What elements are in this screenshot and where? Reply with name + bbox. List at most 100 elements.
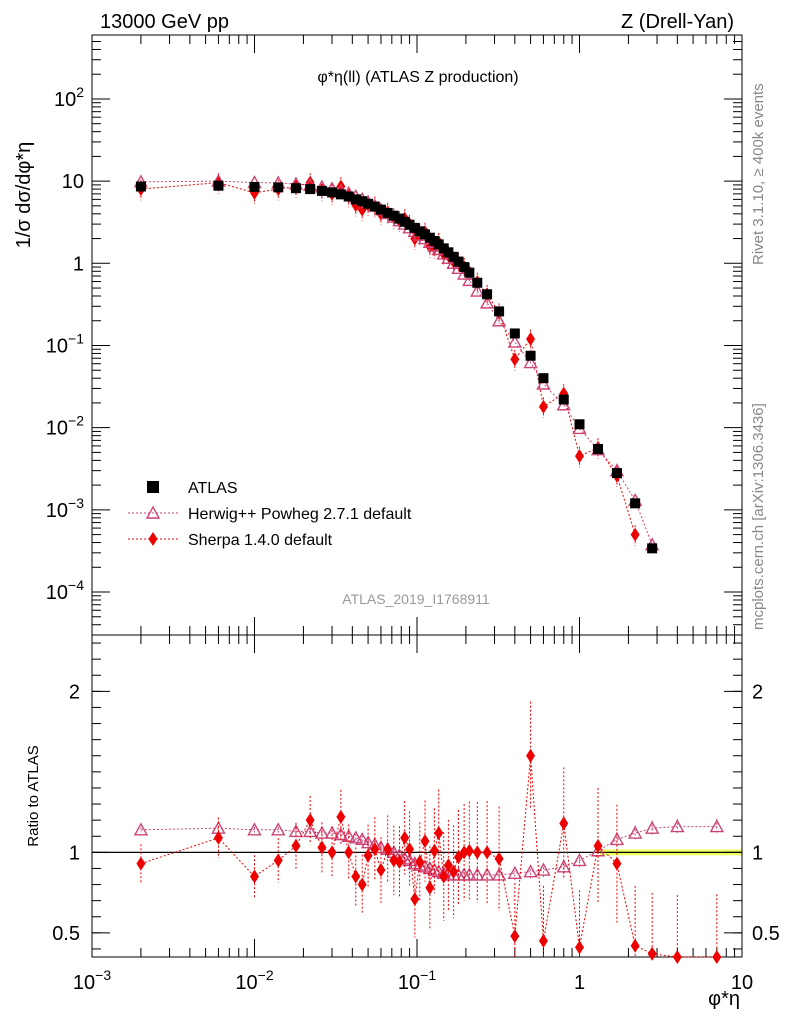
sherpa-ratio-point bbox=[538, 933, 548, 948]
sherpa-ratio-line bbox=[140, 755, 717, 958]
sherpa-ratio-point bbox=[443, 858, 453, 873]
atlas-point bbox=[482, 289, 493, 300]
herwig-ratio-point bbox=[133, 822, 149, 836]
herwig-point bbox=[491, 313, 507, 327]
ratio-y-tick-label: 2 bbox=[69, 681, 80, 703]
atlas-point bbox=[357, 196, 368, 207]
sherpa-ratio-point bbox=[510, 929, 520, 944]
legend-label: Herwig++ Powheg 2.7.1 default bbox=[188, 506, 412, 523]
herwig-ratio-point bbox=[590, 843, 606, 857]
sherpa-ratio-point bbox=[526, 748, 536, 763]
sherpa-ratio-point bbox=[317, 840, 327, 855]
herwig-ratio-point bbox=[355, 832, 370, 846]
atlas-point bbox=[464, 267, 475, 278]
atlas-point bbox=[433, 239, 444, 250]
sherpa-ratio-point bbox=[389, 853, 399, 868]
sherpa-ratio-point bbox=[449, 864, 459, 879]
sherpa-ratio-point bbox=[344, 845, 354, 860]
atlas-point bbox=[369, 201, 380, 212]
sherpa-ratio-series bbox=[136, 701, 722, 964]
atlas-point bbox=[611, 468, 622, 479]
ratio-axes: 10−3 10−2 10−1 1 10 0.5 0.5 1 1 2 2 bbox=[52, 635, 780, 994]
atlas-point bbox=[472, 277, 483, 288]
sherpa-ratio-point bbox=[434, 826, 444, 841]
atlas-point bbox=[443, 247, 454, 258]
sherpa-ratio-point bbox=[429, 843, 439, 858]
atlas-point bbox=[305, 184, 316, 195]
herwig-point bbox=[523, 355, 538, 369]
sherpa-ratio-point bbox=[400, 830, 410, 845]
legend-label: Sherpa 1.4.0 default bbox=[188, 532, 333, 549]
legend-label: ATLAS bbox=[188, 480, 238, 497]
sherpa-ratio-point bbox=[593, 838, 603, 853]
sherpa-ratio-point bbox=[213, 830, 223, 845]
atlas-point bbox=[404, 219, 415, 230]
sherpa-ratio-point bbox=[250, 869, 259, 884]
process-label: Z (Drell-Yan) bbox=[621, 11, 734, 33]
ratio-frame bbox=[91, 634, 743, 958]
atlas-point bbox=[538, 373, 549, 384]
sherpa-ratio-point bbox=[363, 848, 373, 863]
sherpa-ratio-point bbox=[357, 877, 367, 892]
sherpa-ratio-point bbox=[327, 845, 337, 860]
sherpa-ratio-point bbox=[415, 855, 425, 870]
sherpa-point bbox=[575, 449, 584, 464]
sherpa-ratio-point bbox=[647, 946, 657, 961]
atlas-point bbox=[509, 328, 520, 339]
main-y-tick-label: 102 bbox=[54, 84, 84, 111]
ratio-x-tick-label: 10−3 bbox=[73, 967, 111, 994]
legend: ATLAS Herwig++ Powheg 2.7.1 default Sherpa… bbox=[128, 480, 412, 549]
sherpa-ratio-point bbox=[464, 843, 474, 858]
main-axes: 10−4 10−3 10−2 10−1 1 10 102 bbox=[46, 34, 743, 636]
mcplots-label: mcplots.cern.ch [arXiv:1306.3436] bbox=[750, 403, 767, 630]
sherpa-ratio-point bbox=[370, 842, 380, 857]
herwig-ratio-point bbox=[479, 867, 495, 881]
sherpa-ratio-point bbox=[439, 869, 449, 884]
main-y-tick-label: 10−4 bbox=[46, 577, 84, 604]
ratio-y-tick-label-right: 2 bbox=[752, 681, 763, 703]
watermark: ATLAS_2019_I1768911 bbox=[342, 591, 490, 607]
herwig-ratio-point bbox=[536, 862, 551, 876]
atlas-point bbox=[558, 394, 569, 405]
herwig-ratio-point bbox=[609, 832, 625, 846]
atlas-point bbox=[273, 182, 284, 193]
herwig-ratio-point bbox=[247, 822, 262, 836]
sherpa-ratio-point bbox=[559, 816, 569, 831]
ratio-x-tick-label: 10 bbox=[731, 972, 753, 994]
atlas-point bbox=[335, 189, 346, 200]
sherpa-ratio-point bbox=[612, 856, 622, 871]
herwig-ratio-point bbox=[709, 819, 725, 833]
ratio-y-tick-label: 0.5 bbox=[52, 923, 80, 945]
atlas-point bbox=[459, 262, 470, 273]
herwig-ratio-point bbox=[324, 825, 340, 839]
sherpa-ratio-point bbox=[405, 842, 415, 857]
herwig-point bbox=[536, 376, 551, 390]
main-y-tick-label: 10−3 bbox=[46, 495, 84, 522]
atlas-point bbox=[647, 543, 658, 554]
atlas-series bbox=[135, 180, 658, 554]
atlas-point bbox=[343, 191, 354, 202]
sherpa-ratio-point bbox=[425, 880, 435, 895]
sherpa-ratio-point bbox=[712, 950, 722, 964]
sherpa-ratio-point bbox=[394, 855, 404, 870]
main-series bbox=[133, 173, 660, 554]
sherpa-ratio-point bbox=[376, 863, 386, 878]
herwig-ratio-point bbox=[360, 835, 376, 849]
herwig-ratio-point bbox=[427, 862, 442, 876]
atlas-point bbox=[290, 183, 301, 194]
sherpa-ratio-point bbox=[575, 940, 584, 955]
atlas-point bbox=[394, 213, 405, 224]
atlas-point bbox=[593, 444, 604, 455]
herwig-ratio-point bbox=[627, 825, 643, 839]
main-title: φ*η(ll) (ATLAS Z production) bbox=[317, 69, 518, 86]
herwig-ratio-point bbox=[348, 830, 363, 844]
ratio-x-tick-label: 10−1 bbox=[398, 967, 436, 994]
atlas-point bbox=[316, 185, 327, 196]
atlas-point bbox=[363, 198, 374, 209]
atlas-point bbox=[382, 207, 393, 218]
ratio-x-tick-label: 10−2 bbox=[235, 967, 273, 994]
sherpa-ratio-point bbox=[482, 845, 492, 860]
atlas-point bbox=[453, 256, 464, 267]
sherpa-ratio-point bbox=[305, 813, 315, 828]
